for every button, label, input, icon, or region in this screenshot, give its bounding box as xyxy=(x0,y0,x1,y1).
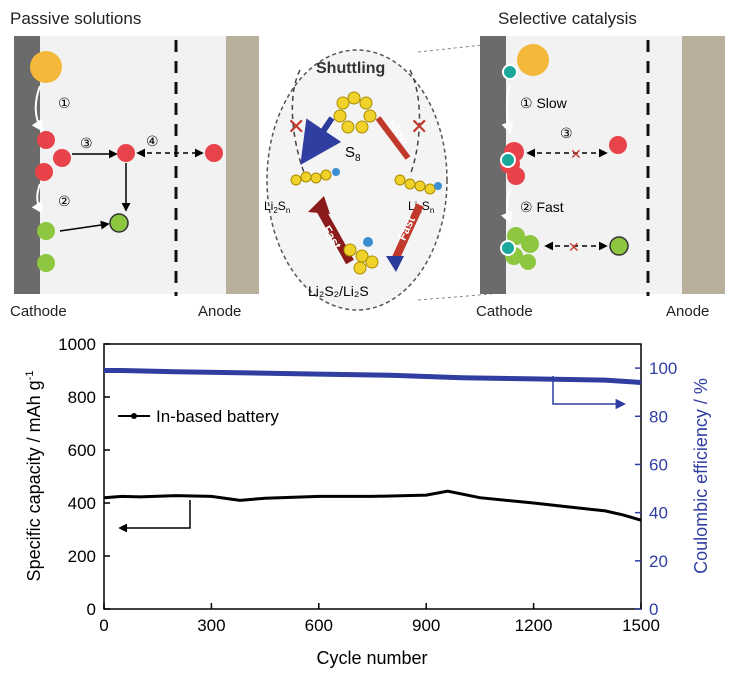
y2-tick-label: 40 xyxy=(649,504,668,523)
step-two-label: ② xyxy=(58,193,71,209)
sulfide-particle xyxy=(520,254,536,270)
li2sn-left-label: Li2Sn xyxy=(264,199,290,215)
shuttling-label: Shuttling xyxy=(316,60,385,77)
polysulfide-particle xyxy=(205,144,223,162)
y2-axis-ticks: 0 20 40 60 80 100 xyxy=(635,359,677,619)
y-tick-label: 1000 xyxy=(58,335,96,354)
shuttle-path xyxy=(409,69,421,176)
left-cathode-label: Cathode xyxy=(10,303,67,320)
zoom-line xyxy=(417,293,493,301)
legend-marker xyxy=(131,413,137,419)
x-tick-label: 0 xyxy=(99,616,108,635)
y2-axis-title: Coulombic efficiency / % xyxy=(691,378,711,574)
slow-step-label: ① Slow xyxy=(520,95,568,111)
y-tick-label: 800 xyxy=(68,388,96,407)
li2s-cluster-icon xyxy=(343,237,379,275)
y2-tick-label: 100 xyxy=(649,359,677,378)
sulfide-particle xyxy=(521,235,539,253)
blocked-x-icon: ✕ xyxy=(287,114,305,139)
y-axis-title: Specific capacity / mAh g-1 xyxy=(24,371,44,582)
capacity-series-line xyxy=(103,489,642,522)
shuttle-path xyxy=(291,69,306,176)
sulfide-particle xyxy=(109,213,129,233)
sulfide-particle xyxy=(37,222,55,240)
right-cathode-label: Cathode xyxy=(476,303,533,320)
blocked-x-icon: ✕ xyxy=(410,114,428,139)
right-axis-indicator-arrow xyxy=(552,376,627,410)
coulombic-efficiency-series-line xyxy=(104,368,642,385)
catalyst-site xyxy=(500,240,516,256)
fast-arrow-left-head xyxy=(308,196,330,214)
fast-step-arrow xyxy=(500,189,513,225)
sulfide-particle xyxy=(507,227,525,245)
sulfur-particle xyxy=(517,44,549,76)
y-axis-ticks: 0 200 400 600 800 1000 xyxy=(58,335,110,619)
x-tick-label: 1200 xyxy=(515,616,553,635)
y2-tick-label: 60 xyxy=(649,455,668,474)
plot-frame xyxy=(103,343,642,610)
x-tick-label: 600 xyxy=(305,616,333,635)
slow-step-arrow xyxy=(501,83,514,135)
zoom-line xyxy=(417,43,493,53)
step-one-label: ① xyxy=(58,95,71,111)
s8-ring-icon xyxy=(333,91,377,134)
x-tick-label: 900 xyxy=(412,616,440,635)
catalyst-site xyxy=(500,152,516,168)
polysulfide-particle xyxy=(35,163,53,181)
sulfur-particle xyxy=(30,51,62,83)
catalyst-site xyxy=(502,64,518,80)
left-panel-title: Passive solutions xyxy=(10,9,141,28)
y2-tick-label: 0 xyxy=(649,600,658,619)
x-axis-ticks: 0 300 600 900 1200 1500 xyxy=(99,603,660,635)
left-anode-electrode xyxy=(226,36,259,294)
polysulfide-particle xyxy=(609,136,627,154)
y-tick-label: 200 xyxy=(68,547,96,566)
fast-step-label: ② Fast xyxy=(520,199,564,215)
left-axis-indicator-arrow xyxy=(118,500,191,533)
step-one-arrow xyxy=(31,85,44,132)
polysulfide-particle xyxy=(507,167,525,185)
blocked-x-icon: ✕ xyxy=(568,239,580,255)
li2sn-chain-right-icon xyxy=(394,174,442,195)
li2sn-chain-left-icon xyxy=(290,168,340,186)
legend-label: In-based battery xyxy=(156,407,279,426)
x-tick-label: 1500 xyxy=(622,616,660,635)
blocked-step-label: ③ xyxy=(560,125,573,141)
y2-tick-label: 80 xyxy=(649,407,668,426)
right-anode-label: Anode xyxy=(666,303,709,320)
y2-tick-label: 20 xyxy=(649,552,668,571)
blocked-x-icon: ✕ xyxy=(570,146,582,162)
y-tick-label: 600 xyxy=(68,441,96,460)
polysulfide-particle xyxy=(37,131,55,149)
left-anode-label: Anode xyxy=(198,303,241,320)
capacity-chart: 0 300 600 900 1200 1500 0 200 400 600 800 1000 0 20… xyxy=(24,335,711,668)
slow-arrow xyxy=(375,116,411,160)
s8-label: S8 xyxy=(345,144,361,164)
li2s2-li2s-label: Li₂S₂/Li₂S xyxy=(308,283,369,299)
right-panel-title: Selective catalysis xyxy=(498,9,637,28)
selective-catalysis-panel: Selective catalysis ① Slow ③ ✕ ② Fast ✕ … xyxy=(476,9,725,320)
passive-solutions-panel: Passive solutions ① ③ ④ ② Cathode Anode xyxy=(10,9,259,320)
oxidation-arrow xyxy=(300,116,342,165)
step-two-arrow xyxy=(31,183,44,214)
fast-arrow-right-head xyxy=(386,256,404,272)
polysulfide-particle xyxy=(117,144,135,162)
x-axis-title: Cycle number xyxy=(316,648,427,668)
shuttling-bubble: Shuttling ✕ ✕ S8 Slow Li2Sn Li2Sn Fast xyxy=(264,43,493,311)
sulfide-particle xyxy=(37,254,55,272)
step-four-label: ④ xyxy=(146,133,159,149)
y-tick-label: 400 xyxy=(68,494,96,513)
sulfide-particle xyxy=(609,236,629,256)
right-anode-electrode xyxy=(682,36,725,294)
x-tick-label: 300 xyxy=(197,616,225,635)
step-three-label: ③ xyxy=(80,135,93,151)
diffusion-arrow xyxy=(59,220,110,232)
polysulfide-particle xyxy=(53,149,71,167)
y-tick-label: 0 xyxy=(87,600,96,619)
